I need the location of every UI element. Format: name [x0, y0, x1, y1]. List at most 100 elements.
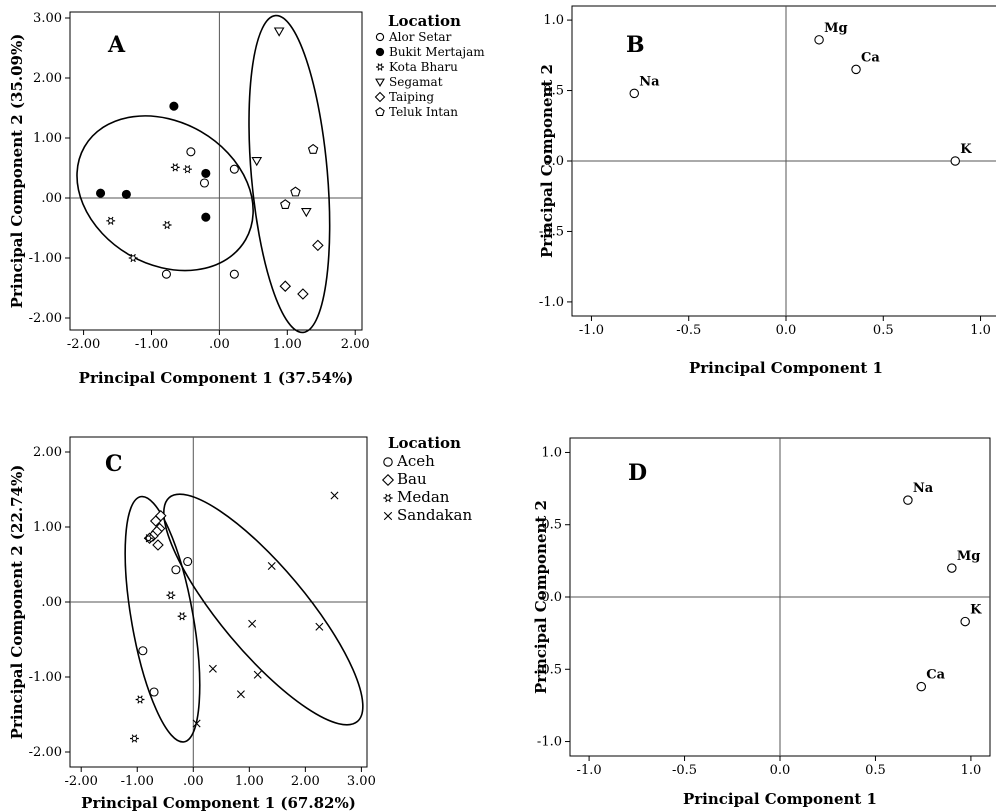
- y-tick-label: -0.5: [539, 224, 564, 239]
- legend-marker: [383, 511, 393, 521]
- x-tick-label: 1.0: [961, 763, 982, 778]
- series-sandakan: [192, 491, 339, 728]
- x-tick-label: -1.00: [135, 337, 168, 352]
- x-tick-label: 0.5: [873, 323, 894, 338]
- loading-point: [960, 616, 970, 627]
- x-tick-label: .00: [183, 774, 204, 789]
- panel-label: C: [105, 451, 123, 477]
- legend-label: Sandakan: [397, 506, 472, 524]
- data-point: [251, 157, 263, 167]
- cluster-ellipse: [163, 493, 364, 726]
- cluster-ellipse: [248, 14, 331, 334]
- series-segamat: [251, 27, 312, 218]
- legend-label: Medan: [397, 488, 450, 506]
- panel-label: D: [628, 460, 647, 486]
- data-point: [170, 163, 180, 172]
- data-point: [279, 280, 292, 292]
- data-point: [273, 27, 285, 37]
- panel-b: -1.0 -0.5 0.0 0.5 1.0 -1.0 -0.5 0.0 0.5 1.0 Princi…: [538, 5, 996, 377]
- y-tick-label: 0.0: [541, 590, 562, 605]
- legend-marker: [375, 78, 385, 88]
- legend-marker: [383, 493, 393, 503]
- point-label: Ca: [926, 668, 945, 683]
- data-point: [297, 288, 309, 300]
- x-tick-label: 2.00: [341, 337, 370, 352]
- data-point-core: [145, 535, 152, 541]
- y-tick-label: 3.00: [33, 11, 62, 26]
- x-axis-label: Principal Component 1: [683, 790, 877, 808]
- data-point: [307, 143, 319, 154]
- panel-a: -2.00 -1.00 .00 1.00 2.00 -2.00 -1.00 .00 1.00 2.…: [8, 11, 485, 387]
- x-tick-label: .00: [209, 337, 230, 352]
- loading-point: [851, 64, 861, 75]
- cluster-ellipse: [76, 115, 254, 272]
- x-axis-label: Principal Component 1: [689, 359, 883, 377]
- data-point-core: [108, 218, 114, 224]
- legend-marker: [375, 32, 385, 42]
- y-axis-label: Principal Component 2: [532, 500, 550, 694]
- series-taiping: [279, 239, 324, 300]
- data-point: [312, 239, 324, 252]
- x-axis-label: Principal Component 1 (67.82%): [81, 794, 356, 812]
- panel-label: B: [626, 32, 645, 58]
- legend-title: Location: [388, 434, 461, 452]
- legend-marker: [375, 47, 385, 57]
- point-label: Na: [639, 74, 660, 89]
- y-tick-label: -1.0: [539, 295, 564, 310]
- x-tick-label: 1.00: [235, 774, 264, 789]
- y-tick-label: -0.5: [537, 662, 562, 677]
- data-point: [280, 199, 291, 210]
- data-point: [128, 253, 138, 263]
- data-point-core: [137, 696, 143, 703]
- x-tick-label: -2.00: [65, 774, 98, 789]
- loading-point: [903, 495, 913, 505]
- data-point: [229, 269, 239, 279]
- point-label: Mg: [957, 549, 980, 564]
- series-bau: [143, 509, 167, 551]
- legend-marker: [376, 63, 384, 71]
- legend-marker: [375, 106, 385, 117]
- data-point: [138, 646, 148, 656]
- y-tick-label: .00: [41, 191, 62, 206]
- data-point-core: [179, 613, 185, 619]
- data-point: [183, 556, 193, 567]
- data-point: [171, 565, 181, 575]
- data-point: [96, 188, 106, 198]
- series-aceh: [138, 556, 193, 697]
- legend-marker-core: [385, 495, 391, 501]
- x-tick-label: -2.00: [67, 337, 100, 352]
- data-point: [229, 164, 239, 174]
- data-point: [300, 208, 312, 218]
- panel-d: -1.0 -0.5 0.0 0.5 1.0 -1.0 -0.5 0.0 0.5 1.0 Princi…: [532, 437, 991, 808]
- data-point: [315, 622, 324, 631]
- y-tick-label: 0.5: [543, 84, 564, 99]
- data-point-core: [131, 735, 138, 742]
- y-tick-label: 1.0: [541, 445, 562, 460]
- y-tick-label: -1.00: [29, 251, 62, 266]
- series-kota-bharu: [106, 163, 192, 263]
- loading-point: [814, 35, 824, 45]
- legend-marker-core: [377, 64, 383, 70]
- data-point: [236, 690, 245, 699]
- data-point: [267, 562, 276, 570]
- loading-point: [916, 681, 927, 692]
- y-tick-label: 2.00: [33, 71, 62, 86]
- y-axis-label: Principal Component 2 (35.09%): [8, 34, 26, 309]
- data-point: [166, 591, 176, 600]
- data-point: [177, 612, 187, 621]
- series-alor-setar: [161, 147, 239, 279]
- data-point: [144, 534, 153, 543]
- y-tick-label: .00: [41, 595, 62, 610]
- x-tick-label: 1.00: [273, 337, 302, 352]
- x-tick-label: 0.0: [770, 763, 791, 778]
- point-label: Na: [913, 481, 934, 496]
- point-label: Ca: [861, 50, 880, 65]
- legend-label: Bau: [397, 470, 427, 488]
- legend-label: Aceh: [396, 452, 435, 470]
- legend-title: Location: [388, 12, 461, 30]
- x-tick-label: -0.5: [672, 763, 697, 778]
- x-tick-label: 0.5: [865, 763, 886, 778]
- data-point: [169, 101, 179, 111]
- x-tick-label: -1.0: [579, 323, 604, 338]
